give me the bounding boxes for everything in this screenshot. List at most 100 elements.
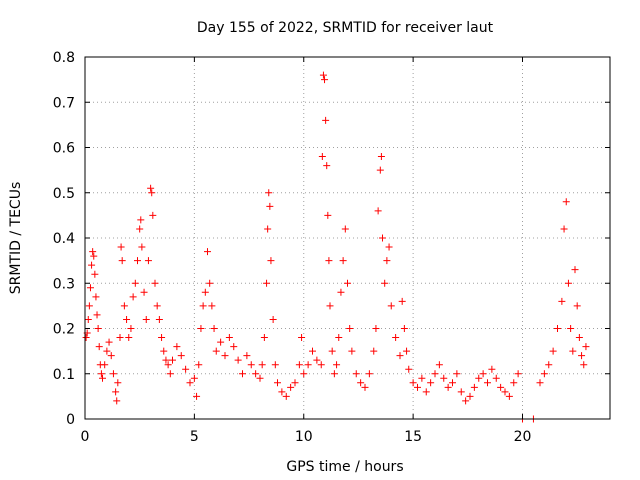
- data-point: [230, 343, 238, 351]
- data-point: [409, 379, 417, 387]
- x-tick-label: 5: [190, 429, 199, 445]
- data-point: [206, 279, 214, 287]
- data-point: [221, 352, 229, 360]
- data-point: [160, 347, 168, 355]
- data-point: [339, 257, 347, 265]
- y-tick-label: 0.7: [53, 95, 75, 111]
- data-point: [247, 361, 255, 369]
- data-point: [101, 361, 109, 369]
- data-point: [333, 361, 341, 369]
- data-point: [300, 370, 308, 378]
- data-point: [140, 288, 148, 296]
- data-point: [431, 370, 439, 378]
- y-tick-label: 0.5: [53, 186, 75, 202]
- data-point: [86, 284, 94, 292]
- data-point: [571, 266, 579, 274]
- data-point: [210, 325, 218, 332]
- data-point: [162, 356, 170, 364]
- data-point: [138, 243, 146, 251]
- data-point: [376, 166, 384, 174]
- data-point: [147, 184, 155, 192]
- data-point: [134, 257, 141, 265]
- data-point: [136, 225, 144, 233]
- data-point: [88, 261, 96, 269]
- data-point: [93, 311, 101, 319]
- data-points: [82, 71, 590, 423]
- data-point: [381, 279, 389, 287]
- x-tick-label: 0: [81, 429, 90, 445]
- data-point: [573, 302, 581, 310]
- data-point: [321, 76, 329, 84]
- data-point: [449, 379, 456, 387]
- chart-title: Day 155 of 2022, SRMTID for receiver lau…: [197, 20, 494, 36]
- data-point: [453, 370, 461, 378]
- data-point: [418, 374, 426, 382]
- data-point: [260, 334, 268, 342]
- data-point: [169, 356, 176, 364]
- data-point: [304, 361, 312, 369]
- data-point: [266, 202, 274, 210]
- data-point: [186, 379, 194, 387]
- data-point: [99, 374, 106, 382]
- data-point: [313, 356, 321, 364]
- data-point: [365, 370, 373, 378]
- data-point: [82, 334, 90, 342]
- data-point: [317, 361, 325, 369]
- data-point: [105, 338, 113, 346]
- data-point: [282, 392, 290, 400]
- data-point: [225, 334, 233, 342]
- data-point: [318, 153, 326, 161]
- data-point: [252, 370, 260, 378]
- data-point: [265, 189, 273, 197]
- y-tick-label: 0.4: [53, 231, 75, 247]
- data-point: [127, 325, 135, 332]
- data-point: [129, 293, 137, 301]
- data-point: [326, 302, 334, 310]
- data-point: [497, 383, 505, 391]
- data-point: [92, 293, 100, 301]
- data-point: [239, 370, 246, 378]
- data-point: [217, 338, 225, 346]
- y-tick-label: 0.6: [53, 141, 75, 157]
- data-point: [164, 361, 172, 369]
- x-tick-label: 20: [514, 429, 532, 445]
- data-point: [151, 279, 159, 287]
- data-point: [131, 279, 139, 287]
- data-point: [107, 352, 115, 360]
- y-tick-label: 0.1: [53, 367, 75, 383]
- data-point: [352, 370, 360, 378]
- data-point: [427, 379, 435, 387]
- data-point: [264, 225, 272, 233]
- data-point: [103, 347, 111, 355]
- grid: [85, 57, 610, 419]
- data-point: [263, 279, 271, 287]
- data-point: [158, 334, 166, 342]
- data-point: [422, 388, 430, 396]
- data-point: [97, 370, 105, 378]
- x-tick-label: 10: [295, 429, 313, 445]
- data-point: [109, 370, 117, 378]
- data-point: [562, 198, 570, 206]
- data-point: [398, 297, 406, 305]
- data-point: [319, 71, 327, 79]
- data-point: [117, 243, 125, 251]
- data-point: [405, 365, 413, 373]
- x-axis-ticks: 0 5 10 15 20: [81, 57, 532, 445]
- data-point: [95, 343, 103, 351]
- data-point: [195, 361, 203, 369]
- data-point: [322, 116, 330, 124]
- data-point: [335, 334, 343, 342]
- data-point: [330, 370, 338, 378]
- data-point: [118, 257, 126, 265]
- data-point: [201, 288, 209, 296]
- data-point: [475, 374, 483, 382]
- data-point: [323, 162, 331, 170]
- data-point: [444, 383, 452, 391]
- data-point: [514, 370, 522, 378]
- x-tick-label: 15: [404, 429, 422, 445]
- data-point: [125, 334, 133, 342]
- data-point: [505, 392, 513, 400]
- data-point: [372, 325, 380, 332]
- data-point: [344, 279, 351, 287]
- data-point: [173, 343, 181, 351]
